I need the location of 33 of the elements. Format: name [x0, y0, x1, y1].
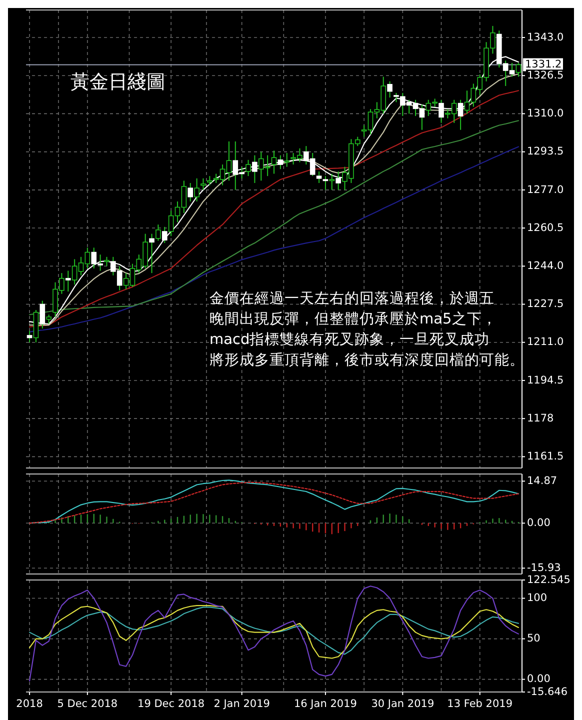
y-tick-label: 1260.5 — [527, 222, 564, 234]
y-tick-label: 1277.0 — [527, 184, 564, 196]
x-tick-label: 16 Jan 2019 — [294, 698, 357, 710]
y-tick-label: 1161.5 — [527, 450, 564, 463]
y-tick-label: 1310.0 — [527, 108, 564, 120]
y-tick-label: 0.00 — [527, 673, 550, 686]
y-tick-label: 1244.0 — [527, 260, 564, 272]
y-tick-label: 1343.0 — [527, 31, 564, 44]
x-tick-label: 19 Dec 2018 — [138, 698, 205, 710]
x-tick-label: 2018 — [16, 698, 43, 710]
y-tick-label: 1293.5 — [527, 146, 564, 158]
y-tick-label: 1211.0 — [527, 336, 564, 348]
y-tick-label: 1194.5 — [527, 374, 564, 386]
y-tick-label: 1178 — [527, 412, 554, 424]
y-tick-label: 0.00 — [527, 517, 550, 530]
y-tick-label: -15.93 — [527, 562, 561, 574]
annotation: 金價在經過一天左右的回落過程後，於週五 — [210, 290, 495, 308]
x-tick-label: 2 Jan 2019 — [214, 698, 270, 710]
y-tick-label: 14.87 — [527, 475, 558, 488]
y-tick-label: 100 — [527, 592, 548, 604]
text: 黃金日綫圖 — [70, 70, 166, 93]
y-tick-label: 50 — [527, 632, 540, 645]
annotation: macd指標雙線有死叉跡象，一旦死叉成功 — [210, 331, 490, 348]
y-tick-label: 122.545 — [527, 574, 570, 586]
x-tick-label: 5 Dec 2018 — [57, 698, 118, 710]
ref-line-label: 1331.2 — [525, 58, 562, 71]
y-tick-label: 1326.5 — [527, 69, 564, 82]
y-tick-label: -15.646 — [527, 686, 568, 698]
y-tick-label: 1227.5 — [527, 298, 564, 310]
annotation: 晚間出現反彈，但整體仍承壓於ma5之下， — [210, 310, 497, 328]
x-tick-label: 30 Jan 2019 — [371, 698, 434, 710]
x-tick-label: 13 Feb 2019 — [447, 698, 513, 710]
annotation: 將形成多重頂背離，後市或有深度回檔的可能。 — [210, 352, 525, 369]
